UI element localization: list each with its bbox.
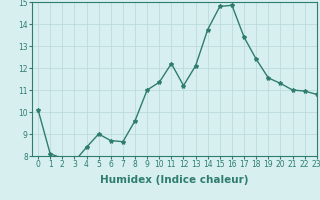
X-axis label: Humidex (Indice chaleur): Humidex (Indice chaleur) bbox=[100, 175, 249, 185]
